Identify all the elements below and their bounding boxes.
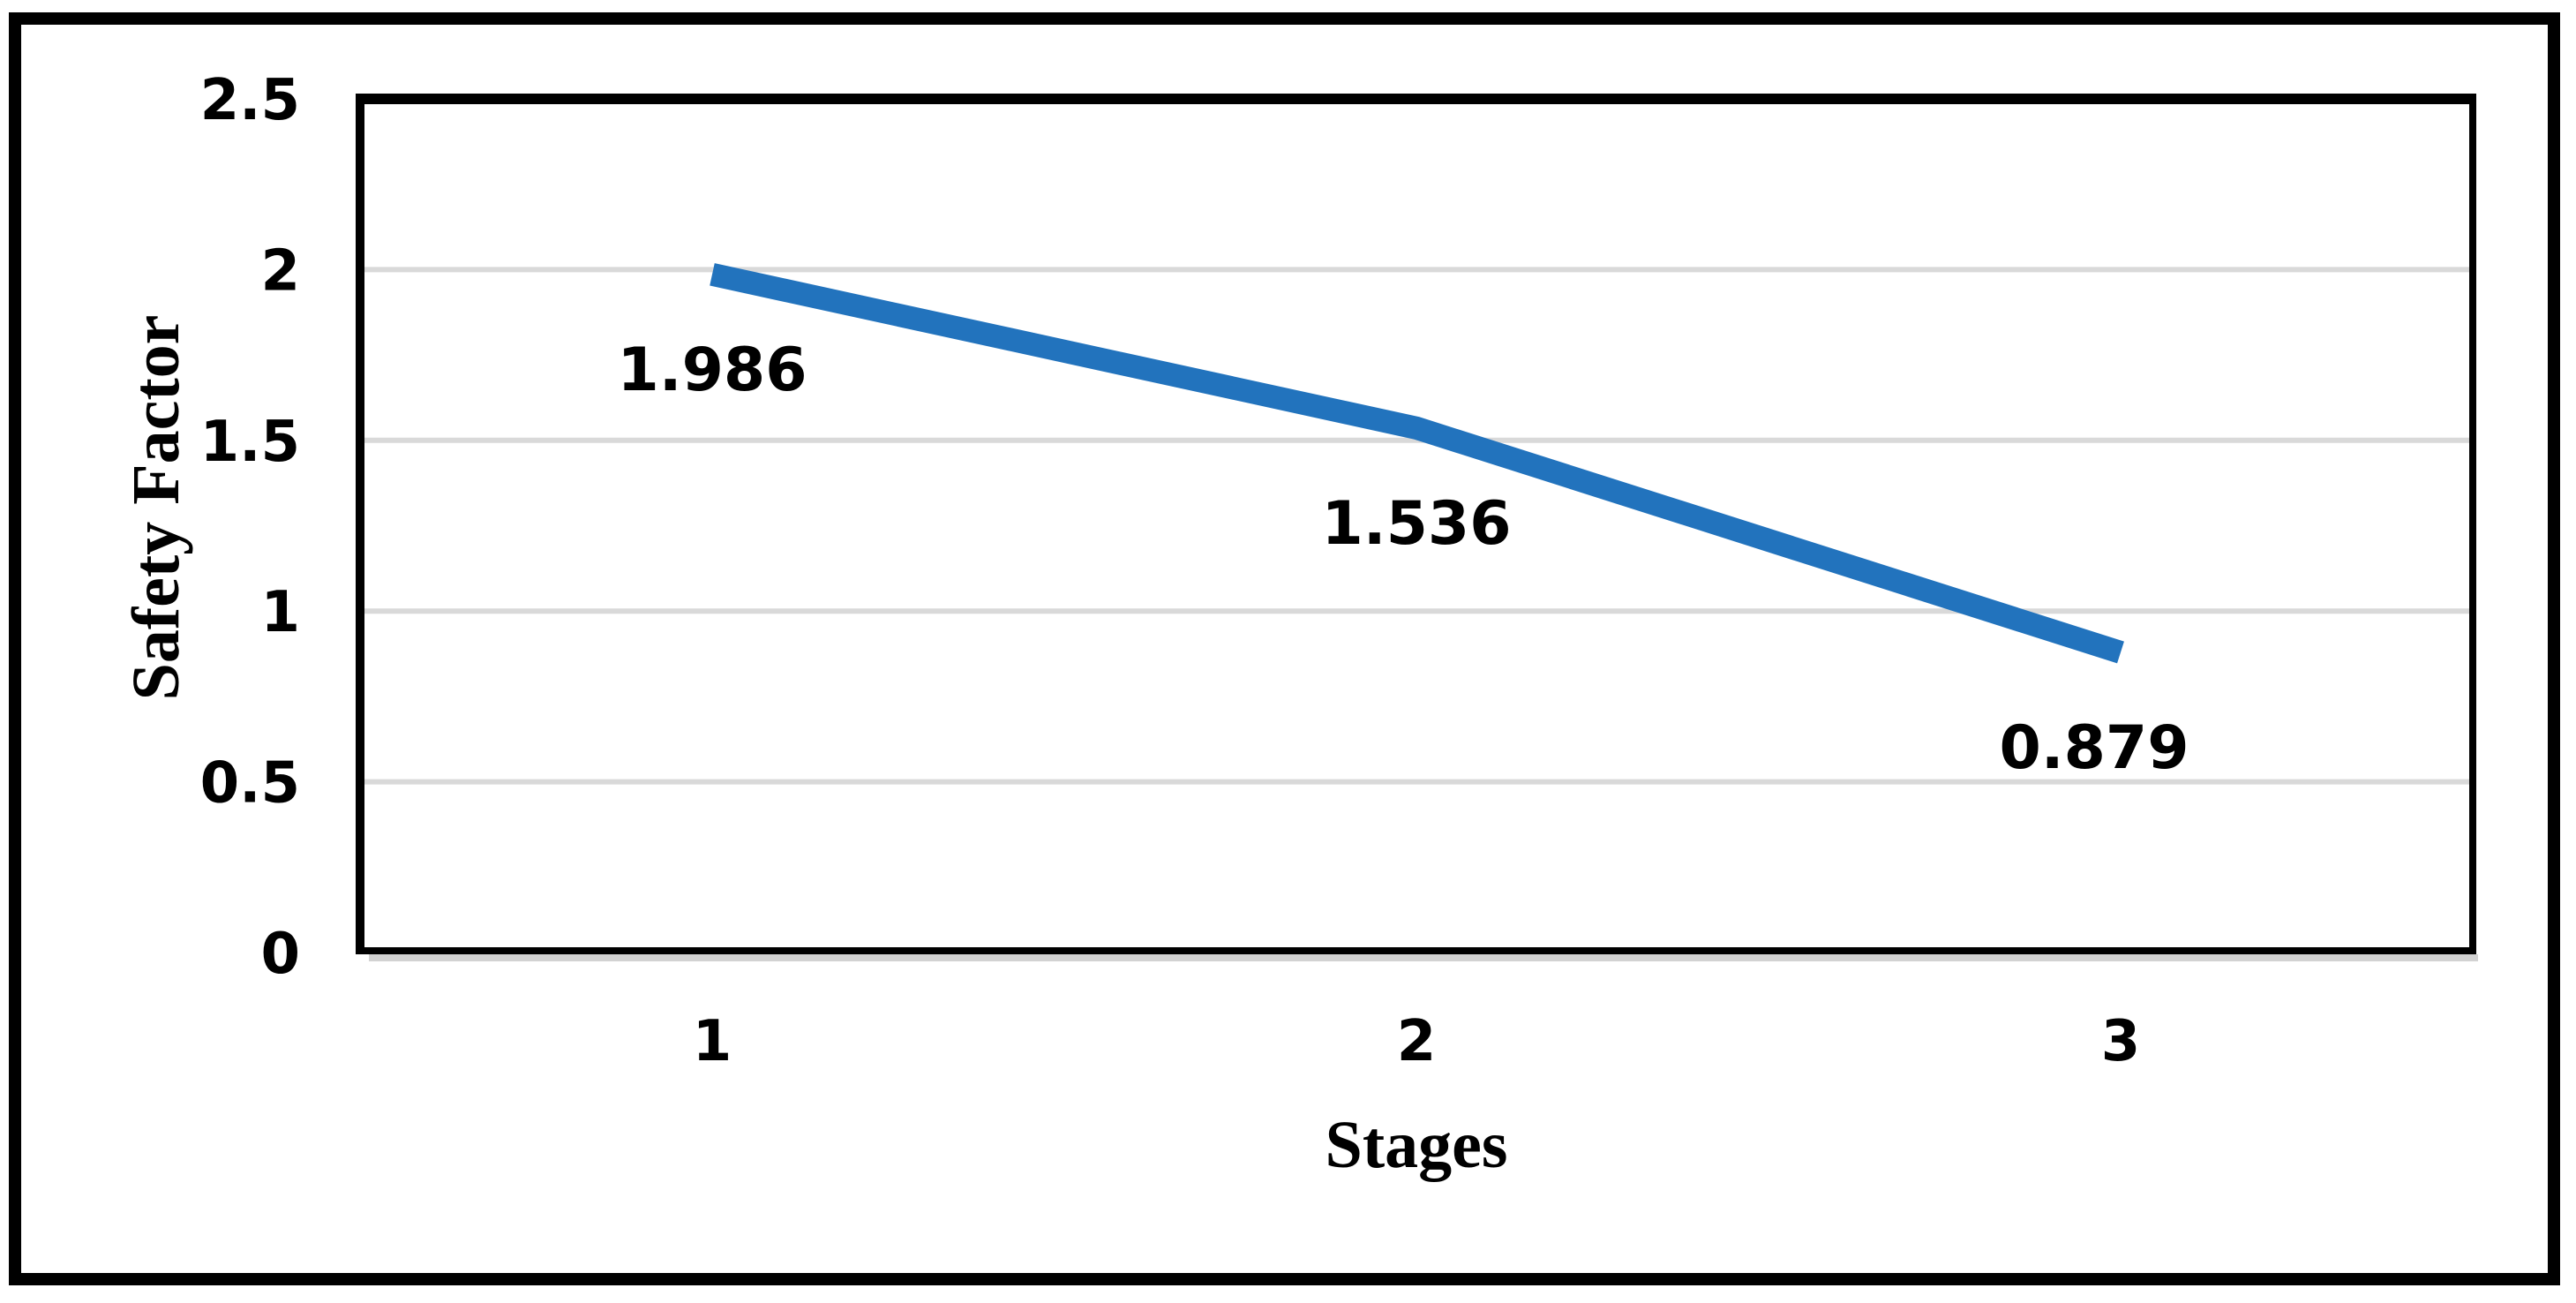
x-axis-line <box>356 947 2476 954</box>
data-label: 0.879 <box>1999 713 2189 783</box>
y-axis-line <box>356 94 364 954</box>
y-tick-label: 1 <box>260 580 300 645</box>
labels-group: 2.5 2 1.5 1 0.5 0 1 2 3 1.986 1.536 0.879 <box>200 68 2189 1074</box>
x-tick-label: 3 <box>2101 1009 2141 1074</box>
y-tick-label: 2 <box>260 238 300 304</box>
plot-border-right <box>2469 94 2476 954</box>
x-tick-label: 2 <box>1397 1009 1437 1074</box>
y-tick-label: 2.5 <box>200 68 300 133</box>
y-tick-label: 0 <box>260 922 300 987</box>
data-label: 1.536 <box>1321 489 1511 559</box>
data-label: 1.986 <box>617 335 807 405</box>
plot-border-top <box>356 94 2476 104</box>
figure-border <box>9 12 2560 1285</box>
series-group <box>710 263 2124 664</box>
y-tick-label: 0.5 <box>200 751 300 817</box>
y-axis-title: Safety Factor <box>119 315 193 701</box>
y-tick-label: 1.5 <box>200 410 300 475</box>
x-axis-shadow <box>369 954 2478 961</box>
plot-border-group <box>356 94 2478 961</box>
x-axis-title: Stages <box>1326 1108 1508 1182</box>
series-line-safety-factor <box>710 263 2124 664</box>
x-tick-label: 1 <box>693 1009 732 1074</box>
